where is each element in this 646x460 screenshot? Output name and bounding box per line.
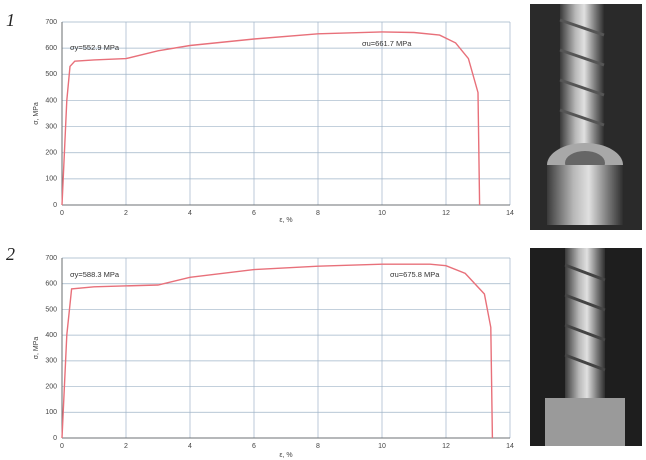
x-tick-label: 14 [506, 210, 514, 217]
x-tick-label: 2 [124, 210, 128, 217]
x-tick-label: 12 [442, 210, 450, 217]
stress-strain-curve [62, 264, 492, 438]
panel-label: 1 [6, 10, 15, 30]
x-tick-label: 10 [378, 443, 386, 450]
x-tick-label: 12 [442, 443, 450, 450]
y-axis-label: σ, MPa [33, 102, 40, 125]
x-tick-label: 0 [60, 210, 64, 217]
x-tick-label: 6 [252, 443, 256, 450]
x-tick-label: 8 [316, 443, 320, 450]
photo-2 [530, 248, 642, 446]
x-tick-label: 0 [60, 443, 64, 450]
y-tick-label: 400 [45, 332, 57, 339]
x-tick-label: 4 [188, 443, 192, 450]
y-tick-label: 0 [53, 435, 57, 442]
x-axis-label: ε, % [279, 452, 292, 459]
x-tick-label: 8 [316, 210, 320, 217]
y-tick-label: 700 [45, 255, 57, 262]
y-axis-label: σ, MPa [33, 337, 40, 360]
x-tick-label: 14 [506, 443, 514, 450]
panel-label: 2 [6, 244, 15, 264]
y-tick-label: 0 [53, 202, 57, 209]
x-tick-label: 6 [252, 210, 256, 217]
x-tick-label: 10 [378, 210, 386, 217]
annotation: σy=588.3 MPa [70, 270, 120, 279]
x-tick-label: 4 [188, 210, 192, 217]
y-tick-label: 200 [45, 383, 57, 390]
annotation: σu=661.7 MPa [362, 39, 412, 48]
photo-1 [530, 4, 642, 230]
y-tick-label: 300 [45, 123, 57, 130]
annotation: σy=552.9 MPa [70, 43, 120, 52]
annotation: σu=675.8 MPa [390, 270, 440, 279]
y-tick-label: 400 [45, 97, 57, 104]
y-tick-label: 300 [45, 358, 57, 365]
x-axis-label: ε, % [279, 217, 292, 224]
figure: 1010020030040050060070002468101214ε, %σ,… [0, 0, 646, 460]
x-tick-label: 2 [124, 443, 128, 450]
y-tick-label: 600 [45, 281, 57, 288]
y-tick-label: 200 [45, 150, 57, 157]
y-tick-label: 100 [45, 409, 57, 416]
y-tick-label: 700 [45, 19, 57, 26]
y-tick-label: 500 [45, 306, 57, 313]
y-tick-label: 100 [45, 176, 57, 183]
y-tick-label: 600 [45, 45, 57, 52]
y-tick-label: 500 [45, 71, 57, 78]
